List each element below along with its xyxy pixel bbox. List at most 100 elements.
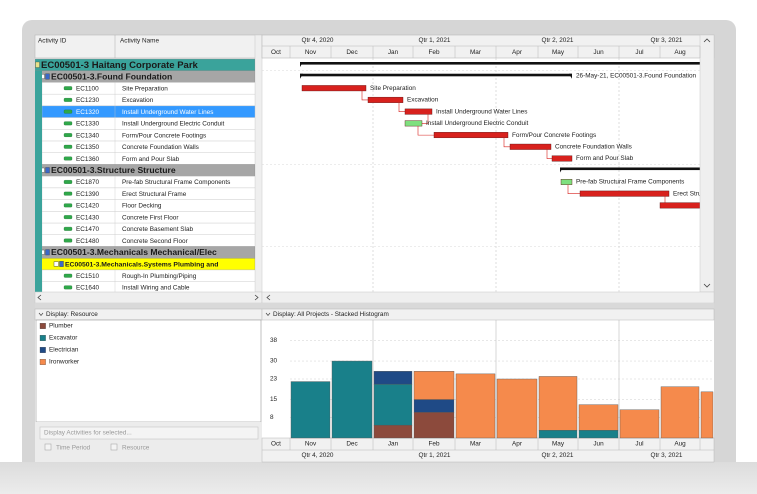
histogram-bar bbox=[538, 376, 578, 431]
activity-id: EC1470 bbox=[76, 226, 100, 233]
column-header[interactable]: Activity Name bbox=[120, 38, 160, 45]
relationship-line bbox=[503, 137, 510, 148]
expand-toggle[interactable] bbox=[53, 261, 59, 267]
gantt-vscroll[interactable] bbox=[699, 34, 715, 293]
panel-title[interactable]: Display: Resource bbox=[46, 311, 98, 318]
activity-name: Concrete Foundation Walls bbox=[122, 144, 199, 151]
wbs-label: EC00501-3.Structure Structure bbox=[51, 165, 176, 175]
legend-swatch[interactable] bbox=[39, 347, 46, 353]
summary-bar bbox=[560, 167, 700, 171]
scroll-left[interactable] bbox=[37, 294, 42, 301]
activity-bar[interactable] bbox=[367, 96, 404, 103]
month-label: Jun bbox=[593, 49, 604, 56]
relationship-line bbox=[546, 149, 552, 159]
bar-label: Concrete Foundation Walls bbox=[555, 144, 632, 151]
activity-icon bbox=[63, 226, 73, 231]
bar-label: Excavation bbox=[407, 97, 439, 104]
quarter-label: Qtr 3, 2021 bbox=[651, 452, 683, 459]
quarter-label: Qtr 1, 2021 bbox=[419, 37, 451, 44]
legend-swatch[interactable] bbox=[39, 359, 46, 365]
month-label: Feb bbox=[428, 441, 439, 448]
button-label[interactable]: Display Activities for selected... bbox=[44, 430, 132, 437]
activity-name: Pre-fab Structural Frame Components bbox=[122, 179, 230, 186]
month-label: Apr bbox=[512, 49, 523, 56]
histogram-bar bbox=[290, 381, 331, 439]
wbs-icon bbox=[35, 61, 40, 68]
scroll-right[interactable] bbox=[254, 294, 259, 301]
device-base bbox=[0, 462, 757, 494]
activity-id: EC1510 bbox=[76, 273, 100, 280]
legend-label[interactable]: Electrician bbox=[49, 347, 79, 354]
wbs-icon bbox=[45, 249, 50, 256]
histogram-bar bbox=[538, 430, 578, 439]
scroll-down[interactable] bbox=[703, 283, 711, 288]
histogram-bar bbox=[496, 378, 538, 439]
chart-title[interactable]: Display: All Projects - Stacked Histogra… bbox=[273, 311, 389, 318]
activity-icon bbox=[63, 109, 73, 114]
activity-bar[interactable] bbox=[551, 155, 573, 162]
activity-id: EC1360 bbox=[76, 156, 100, 163]
activity-icon bbox=[63, 121, 73, 126]
activity-bar[interactable] bbox=[659, 202, 700, 209]
activity-bar[interactable] bbox=[404, 108, 433, 115]
month-label: Apr bbox=[512, 441, 523, 448]
activity-icon bbox=[63, 86, 73, 91]
table-vscroll[interactable] bbox=[254, 34, 263, 293]
activity-bar[interactable] bbox=[579, 190, 670, 197]
table-body: EC00501-3 Haitang Corporate ParkEC00501-… bbox=[35, 58, 255, 292]
activity-name: Rough-In Plumbing/Piping bbox=[122, 273, 197, 280]
summary-end bbox=[569, 73, 572, 79]
activity-icon bbox=[63, 156, 73, 161]
legend-swatch[interactable] bbox=[39, 323, 46, 329]
histogram: 8 15 23 30 38 bbox=[270, 320, 714, 439]
wbs-label: EC00501-3.Mechanicals Mechanical/Elec bbox=[51, 247, 217, 257]
scroll-left[interactable] bbox=[266, 294, 271, 301]
legend-label[interactable]: Plumber bbox=[49, 323, 74, 330]
summary-end bbox=[300, 73, 303, 79]
checkbox[interactable] bbox=[44, 443, 52, 451]
bar-label: Form and Pour Slab bbox=[576, 155, 634, 162]
activity-bar[interactable] bbox=[404, 120, 423, 127]
relationship-line bbox=[398, 102, 405, 112]
activity-icon bbox=[63, 98, 73, 102]
month-label: Mar bbox=[470, 441, 482, 448]
activity-id: EC1420 bbox=[76, 203, 100, 210]
activity-icon bbox=[63, 133, 73, 137]
table-hscroll[interactable] bbox=[34, 291, 263, 304]
panel-header bbox=[261, 308, 715, 321]
month-label: Nov bbox=[305, 49, 317, 56]
month-label: Dec bbox=[346, 49, 358, 56]
splitter[interactable] bbox=[35, 303, 714, 309]
scroll-up[interactable] bbox=[703, 38, 711, 43]
checkbox-label[interactable]: Resource bbox=[122, 445, 150, 452]
activity-bar[interactable] bbox=[560, 178, 573, 185]
tree-strip bbox=[35, 70, 42, 292]
legend-label[interactable]: Ironworker bbox=[49, 359, 80, 366]
activity-bar[interactable] bbox=[433, 132, 509, 139]
gantt-area: 26-May-21, EC00501-3.Found Foundation Sit… bbox=[262, 58, 700, 292]
panel-menu-icon[interactable] bbox=[265, 312, 271, 317]
panel-menu-icon[interactable] bbox=[38, 312, 44, 317]
month-label: Jan bbox=[388, 49, 399, 56]
histogram-bar bbox=[413, 371, 455, 400]
activity-name: Erect Structural Frame bbox=[122, 191, 187, 198]
gantt-hscroll[interactable] bbox=[261, 291, 715, 304]
legend: Plumber Excavator Electrician Ironworker bbox=[39, 323, 80, 366]
activity-name: Concrete First Floor bbox=[122, 214, 179, 221]
activity-id: EC1350 bbox=[76, 144, 100, 151]
activity-bar[interactable] bbox=[509, 143, 552, 150]
quarter-label: Qtr 1, 2021 bbox=[419, 452, 451, 459]
checkbox-label[interactable]: Time Period bbox=[56, 445, 91, 452]
activity-bar[interactable] bbox=[301, 85, 367, 92]
checkbox[interactable] bbox=[110, 443, 118, 451]
legend-swatch[interactable] bbox=[39, 335, 46, 341]
histogram-bar bbox=[700, 391, 714, 439]
column-header[interactable]: Activity ID bbox=[38, 38, 67, 45]
activity-icon bbox=[63, 191, 73, 196]
activity-icon bbox=[63, 180, 73, 184]
display-activities-button[interactable] bbox=[39, 426, 259, 440]
legend-label[interactable]: Excavator bbox=[49, 335, 78, 342]
month-label: Nov bbox=[305, 441, 317, 448]
month-label: Aug bbox=[674, 441, 686, 448]
wbs-icon bbox=[45, 73, 50, 80]
